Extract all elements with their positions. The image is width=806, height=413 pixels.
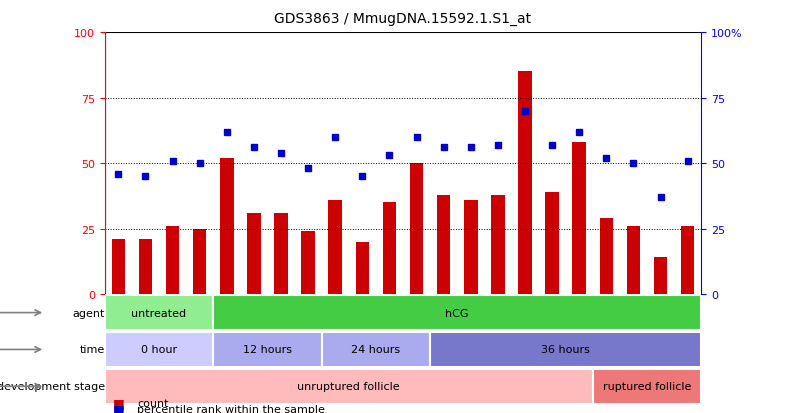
Text: hCG: hCG [446,308,469,318]
Text: ruptured follicle: ruptured follicle [603,381,692,392]
FancyBboxPatch shape [105,369,592,404]
Text: 24 hours: 24 hours [351,344,401,355]
Bar [681,226,695,294]
FancyBboxPatch shape [322,332,430,367]
Bar [600,218,613,294]
Bar [301,232,315,294]
Bar [409,164,423,294]
Bar [139,240,152,294]
Text: ■: ■ [113,402,125,413]
Bar [329,200,342,294]
Text: 12 hours: 12 hours [243,344,292,355]
Text: unruptured follicle: unruptured follicle [297,381,400,392]
FancyBboxPatch shape [430,332,701,367]
Bar [111,240,125,294]
Bar [518,72,532,294]
Text: agent: agent [73,308,105,318]
FancyBboxPatch shape [105,295,214,330]
Text: GDS3863 / MmugDNA.15592.1.S1_at: GDS3863 / MmugDNA.15592.1.S1_at [274,12,532,26]
Text: untreated: untreated [131,308,186,318]
FancyBboxPatch shape [214,332,322,367]
Bar [491,195,505,294]
Bar [464,200,477,294]
Text: time: time [80,344,105,355]
Text: percentile rank within the sample: percentile rank within the sample [137,404,325,413]
FancyBboxPatch shape [214,295,701,330]
Bar [355,242,369,294]
Text: 36 hours: 36 hours [541,344,590,355]
Text: ■: ■ [113,396,125,409]
Bar [383,203,397,294]
Bar [627,226,640,294]
Text: development stage: development stage [0,381,105,392]
FancyBboxPatch shape [105,332,214,367]
Text: count: count [137,398,168,408]
Bar [546,192,559,294]
Bar [654,258,667,294]
Bar [193,229,206,294]
Bar [572,143,586,294]
Bar [274,214,288,294]
Bar [220,159,234,294]
Bar [437,195,451,294]
FancyBboxPatch shape [592,369,701,404]
Text: 0 hour: 0 hour [141,344,177,355]
Bar [166,226,179,294]
Bar [247,214,260,294]
